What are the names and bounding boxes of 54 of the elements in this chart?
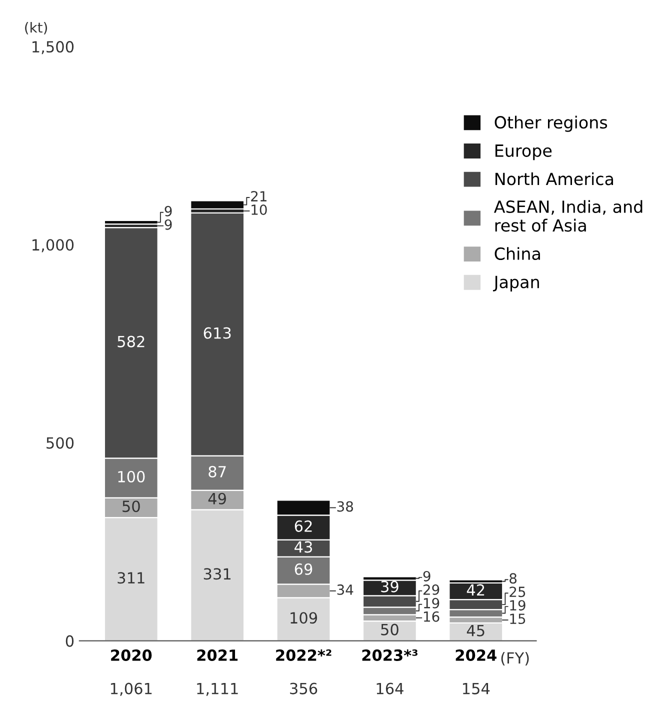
data-label: 109	[290, 612, 318, 624]
data-label: 15	[510, 614, 526, 624]
x-tick-label: 2024	[456, 649, 496, 661]
y-tick-label: 0	[66, 635, 74, 647]
data-label: 21	[251, 191, 266, 202]
data-label: 10	[252, 204, 267, 215]
data-label: 9	[164, 206, 172, 216]
data-label: 9	[164, 219, 172, 230]
data-label: 38	[337, 501, 353, 512]
y-tick-label: 1,500	[32, 41, 74, 54]
legend-label: Japan	[492, 276, 539, 292]
legend-label: Europe	[495, 144, 552, 160]
data-label: 9	[423, 570, 430, 582]
total-label: 356	[290, 682, 318, 694]
x-axis-title: (FY)	[501, 652, 529, 666]
x-tick-label: 2022*²	[276, 649, 332, 661]
data-label: 87	[208, 466, 226, 478]
data-label: 62	[294, 520, 312, 532]
data-label: 39	[381, 580, 398, 592]
legend-label: North America	[495, 172, 614, 186]
data-label: 29	[423, 584, 440, 595]
x-tick-label: 2021	[197, 649, 238, 661]
legend-label: ASEAN, India, and rest of Asia	[494, 200, 642, 232]
data-label: 311	[118, 572, 144, 584]
data-label: 582	[118, 336, 144, 348]
total-label: 164	[376, 682, 404, 694]
data-label: 50	[122, 500, 140, 512]
bar	[104, 220, 158, 225]
data-label: 43	[294, 541, 312, 553]
data-label: 49	[208, 492, 226, 504]
data-label: 69	[294, 563, 312, 575]
data-label: 42	[466, 584, 484, 596]
bar	[190, 200, 245, 210]
legend-label: Other regions	[494, 116, 608, 132]
total-label: 1,061	[110, 682, 152, 696]
x-tick-label: 2023*³	[362, 649, 418, 661]
data-label: 25	[510, 586, 526, 598]
x-tick-label: 2020	[111, 649, 152, 661]
data-label: 331	[204, 568, 231, 580]
data-label: 19	[510, 600, 526, 611]
total-label: 1,111	[197, 682, 238, 696]
data-label: 613	[204, 327, 231, 339]
data-label: 16	[424, 611, 440, 622]
total-label: 154	[462, 682, 490, 694]
data-label: 34	[337, 584, 354, 595]
data-label: 8	[510, 573, 517, 584]
data-label: 19	[424, 598, 440, 608]
data-label: 50	[381, 624, 398, 636]
y-tick-label: 500	[46, 437, 74, 449]
y-tick-label: 1,000	[32, 239, 74, 252]
legend-label: China	[494, 247, 540, 260]
data-label: 45	[466, 624, 484, 636]
data-label: 100	[118, 470, 145, 482]
y-axis-title: (kt)	[25, 22, 48, 34]
